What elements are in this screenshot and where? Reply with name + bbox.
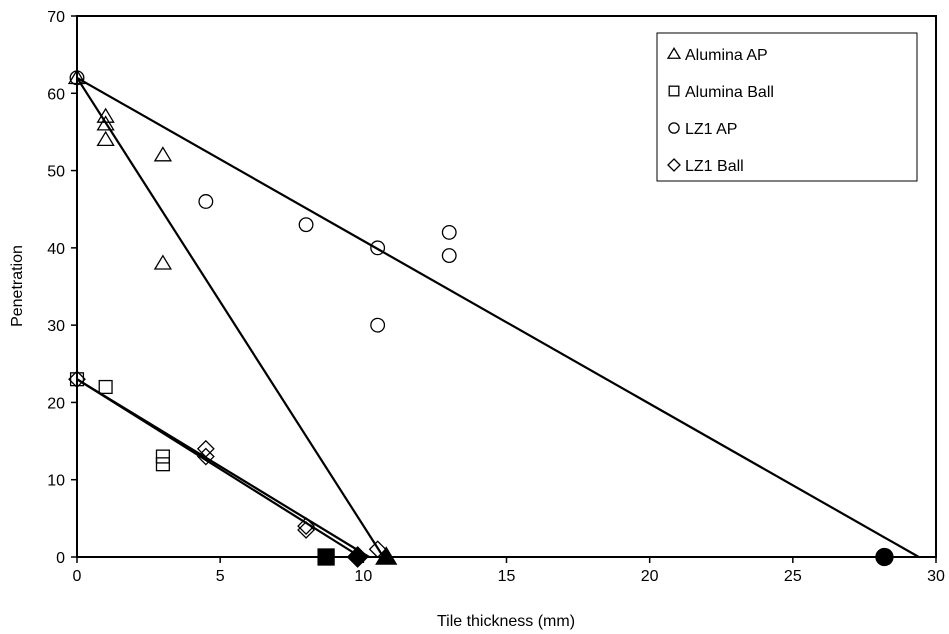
lz1-ball-intercept-marker [346, 546, 369, 568]
lz1-ap-point [69, 70, 85, 86]
data-points [67, 68, 457, 559]
y-tick-label: 60 [47, 86, 65, 103]
x-tick-label: 10 [354, 568, 372, 585]
x-tick-label: 20 [641, 568, 659, 585]
lz1-ap-point [370, 317, 386, 333]
lz1-ap-point [441, 224, 457, 240]
y-tick-label: 10 [47, 473, 65, 490]
alumina-ap-point [96, 115, 115, 131]
lz1-ball-legend-label: LZ1 Ball [685, 158, 744, 175]
y-axis-title: Penetration [9, 245, 26, 327]
lz1-ap-legend-icon [668, 122, 680, 134]
x-tick-label: 25 [784, 568, 802, 585]
y-tick-label: 0 [56, 550, 65, 567]
lz1-ap-fit-line [76, 76, 920, 558]
x-tick-label: 0 [73, 568, 82, 585]
alumina-ap-point [153, 254, 173, 270]
alumina-ap-intercept-marker [375, 546, 398, 565]
lz1-ball-legend-icon [667, 158, 681, 172]
y-tick-label: 30 [47, 318, 65, 335]
lz1-ap-point [441, 248, 457, 264]
legend: Alumina AP Alumina Ball LZ1 AP LZ1 Ball [656, 32, 918, 182]
legend-box [656, 32, 918, 182]
x-axis-title: Tile thickness (mm) [437, 613, 575, 630]
alumina-ap-point [96, 130, 115, 147]
lz1-ball-point [196, 439, 215, 458]
alumina-ap-point [67, 68, 87, 85]
axis-ticks: 0 5 10 15 20 25 30 0 10 20 30 40 50 60 70 [47, 9, 945, 585]
alumina-ball-legend-label: Alumina Ball [685, 84, 774, 101]
alumina-ap-point [153, 146, 173, 162]
alumina-ball-intercept-marker [317, 548, 335, 566]
alumina-ball-point [155, 457, 170, 472]
lz1-ap-point [370, 240, 386, 256]
alumina-ap-fit-line [76, 77, 385, 558]
lz1-ball-fit-line [76, 378, 370, 558]
alumina-ball-point [69, 372, 85, 387]
y-tick-label: 70 [47, 9, 65, 26]
lz1-ball-point [297, 517, 315, 536]
lz1-ball-point [196, 447, 215, 466]
x-tick-label: 30 [927, 568, 945, 585]
alumina-ball-point [155, 449, 170, 464]
alumina-ball-legend-icon [668, 85, 680, 97]
legend-items: Alumina AP Alumina Ball LZ1 AP LZ1 Ball [666, 47, 774, 175]
x-tick-label: 15 [498, 568, 516, 585]
alumina-ap-legend-label: Alumina AP [685, 47, 768, 64]
lz1-ap-legend-label: LZ1 AP [685, 121, 737, 138]
alumina-ap-point [96, 107, 115, 123]
lz1-ap-point [198, 194, 214, 209]
y-tick-label: 50 [47, 164, 65, 181]
y-tick-label: 20 [47, 395, 65, 412]
lz1-ap-point [298, 217, 314, 233]
alumina-ball-point [98, 379, 113, 395]
lz1-ball-point [297, 521, 315, 539]
y-tick-label: 40 [47, 241, 65, 258]
intercept-markers [317, 546, 894, 568]
lz1-ball-point [368, 540, 387, 559]
alumina-ap-legend-icon [666, 47, 682, 59]
lz1-ball-point [68, 370, 86, 389]
lz1-ap-intercept-marker [875, 547, 894, 567]
x-tick-label: 5 [216, 568, 225, 585]
